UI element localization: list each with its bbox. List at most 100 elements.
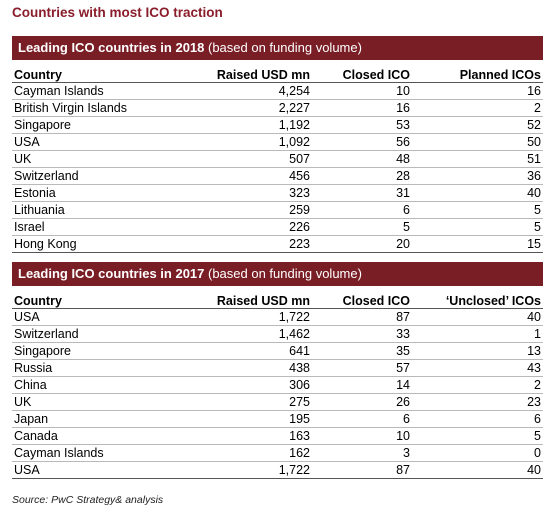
raised-cell: 226 xyxy=(194,218,312,236)
ico-count-cell: 40 xyxy=(412,461,543,479)
raised-cell: 323 xyxy=(194,184,312,202)
raised-cell: 4,254 xyxy=(194,82,312,100)
ico-count-cell: 2 xyxy=(412,376,543,394)
raised-cell: 162 xyxy=(194,444,312,462)
country-cell: UK xyxy=(12,393,194,411)
closed-cell: 26 xyxy=(312,393,412,411)
table-row: Singapore 641 35 13 xyxy=(12,342,543,360)
closed-cell: 6 xyxy=(312,201,412,219)
table-row: Cayman Islands 4,254 10 16 xyxy=(12,82,543,100)
ico-count-cell: 2 xyxy=(412,99,543,117)
closed-cell: 10 xyxy=(312,427,412,445)
country-cell: Singapore xyxy=(12,116,194,134)
table-2018-banner: Leading ICO countries in 2018 (based on … xyxy=(12,36,543,60)
table-row: Singapore 1,192 53 52 xyxy=(12,116,543,134)
column-header-closed: Closed ICO xyxy=(312,65,412,83)
table-row: Switzerland 456 28 36 xyxy=(12,167,543,185)
closed-cell: 31 xyxy=(312,184,412,202)
column-header-closed: Closed ICO xyxy=(312,291,412,309)
table-row: Hong Kong 223 20 15 xyxy=(12,235,543,253)
closed-cell: 20 xyxy=(312,235,412,253)
table-row: Switzerland 1,462 33 1 xyxy=(12,325,543,343)
table-2018: Country Raised USD mn Closed ICO Planned… xyxy=(12,65,543,253)
country-cell: Singapore xyxy=(12,342,194,360)
source-note: Source: PwC Strategy& analysis xyxy=(12,494,164,506)
country-cell: Russia xyxy=(12,359,194,377)
ico-count-cell: 13 xyxy=(412,342,543,360)
table-2017-banner: Leading ICO countries in 2017 (based on … xyxy=(12,262,543,286)
table-row: China 306 14 2 xyxy=(12,376,543,394)
ico-count-cell: 23 xyxy=(412,393,543,411)
country-cell: Hong Kong xyxy=(12,235,194,253)
header-row: Country Raised USD mn Closed ICO ‘Unclos… xyxy=(12,291,543,309)
ico-count-cell: 36 xyxy=(412,167,543,185)
ico-count-cell: 1 xyxy=(412,325,543,343)
ico-count-cell: 6 xyxy=(412,410,543,428)
raised-cell: 456 xyxy=(194,167,312,185)
closed-cell: 53 xyxy=(312,116,412,134)
table-row: UK 507 48 51 xyxy=(12,150,543,168)
raised-cell: 1,462 xyxy=(194,325,312,343)
closed-cell: 48 xyxy=(312,150,412,168)
closed-cell: 5 xyxy=(312,218,412,236)
raised-cell: 1,192 xyxy=(194,116,312,134)
closed-cell: 33 xyxy=(312,325,412,343)
column-header-country: Country xyxy=(12,291,194,309)
table-row: USA 1,722 87 40 xyxy=(12,461,543,479)
ico-count-cell: 40 xyxy=(412,308,543,326)
country-cell: Switzerland xyxy=(12,325,194,343)
ico-count-cell: 5 xyxy=(412,427,543,445)
closed-cell: 16 xyxy=(312,99,412,117)
table-2018-section: Leading ICO countries in 2018 (based on … xyxy=(12,36,543,253)
raised-cell: 1,092 xyxy=(194,133,312,151)
table-row: Japan 195 6 6 xyxy=(12,410,543,428)
table-row: USA 1,722 87 40 xyxy=(12,308,543,326)
ico-count-cell: 16 xyxy=(412,82,543,100)
country-cell: Lithuania xyxy=(12,201,194,219)
table-2017-heading: Leading ICO countries in 2017 xyxy=(18,266,205,281)
country-cell: USA xyxy=(12,308,194,326)
country-cell: Estonia xyxy=(12,184,194,202)
country-cell: British Virgin Islands xyxy=(12,99,194,117)
table-row: British Virgin Islands 2,227 16 2 xyxy=(12,99,543,117)
country-cell: Israel xyxy=(12,218,194,236)
country-cell: Canada xyxy=(12,427,194,445)
ico-count-cell: 43 xyxy=(412,359,543,377)
table-row: Cayman Islands 162 3 0 xyxy=(12,444,543,462)
table-row: Lithuania 259 6 5 xyxy=(12,201,543,219)
closed-cell: 10 xyxy=(312,82,412,100)
country-cell: Cayman Islands xyxy=(12,444,194,462)
country-cell: USA xyxy=(12,461,194,479)
ico-count-cell: 15 xyxy=(412,235,543,253)
country-cell: USA xyxy=(12,133,194,151)
table-2017-section: Leading ICO countries in 2017 (based on … xyxy=(12,262,543,479)
closed-cell: 57 xyxy=(312,359,412,377)
ico-count-cell: 40 xyxy=(412,184,543,202)
table-2018-heading-note: (based on funding volume) xyxy=(204,40,362,55)
table-row: USA 1,092 56 50 xyxy=(12,133,543,151)
ico-count-cell: 52 xyxy=(412,116,543,134)
raised-cell: 1,722 xyxy=(194,461,312,479)
raised-cell: 2,227 xyxy=(194,99,312,117)
raised-cell: 306 xyxy=(194,376,312,394)
column-header-unclosed: ‘Unclosed’ ICOs xyxy=(412,291,543,309)
raised-cell: 507 xyxy=(194,150,312,168)
closed-cell: 35 xyxy=(312,342,412,360)
table-2018-heading: Leading ICO countries in 2018 xyxy=(18,40,205,55)
country-cell: UK xyxy=(12,150,194,168)
closed-cell: 6 xyxy=(312,410,412,428)
closed-cell: 87 xyxy=(312,461,412,479)
table-row: Israel 226 5 5 xyxy=(12,218,543,236)
raised-cell: 223 xyxy=(194,235,312,253)
table-2017-heading-note: (based on funding volume) xyxy=(204,266,362,281)
country-cell: China xyxy=(12,376,194,394)
table-row: Russia 438 57 43 xyxy=(12,359,543,377)
country-cell: Switzerland xyxy=(12,167,194,185)
table-2017: Country Raised USD mn Closed ICO ‘Unclos… xyxy=(12,291,543,479)
column-header-raised: Raised USD mn xyxy=(194,65,312,83)
raised-cell: 438 xyxy=(194,359,312,377)
raised-cell: 275 xyxy=(194,393,312,411)
raised-cell: 163 xyxy=(194,427,312,445)
raised-cell: 195 xyxy=(194,410,312,428)
